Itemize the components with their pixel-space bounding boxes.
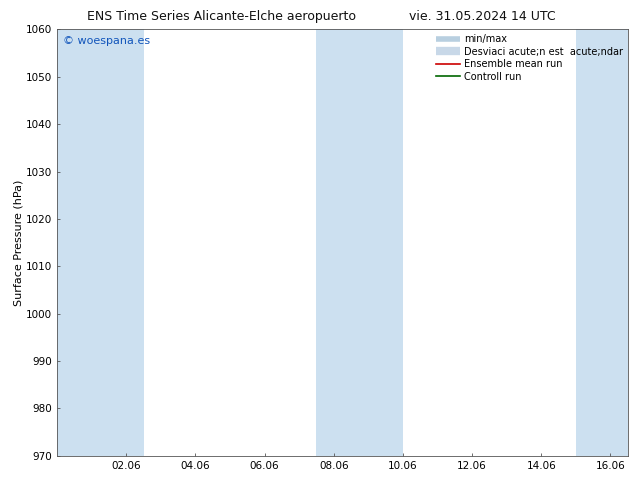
Bar bbox=[316, 29, 403, 456]
Y-axis label: Surface Pressure (hPa): Surface Pressure (hPa) bbox=[13, 179, 23, 306]
Text: ENS Time Series Alicante-Elche aeropuerto: ENS Time Series Alicante-Elche aeropuert… bbox=[87, 10, 356, 23]
Text: vie. 31.05.2024 14 UTC: vie. 31.05.2024 14 UTC bbox=[408, 10, 555, 23]
Bar bbox=[57, 29, 143, 456]
Bar bbox=[576, 29, 628, 456]
Text: © woespana.es: © woespana.es bbox=[63, 36, 150, 46]
Legend: min/max, Desviaci acute;n est  acute;ndar, Ensemble mean run, Controll run: min/max, Desviaci acute;n est acute;ndar… bbox=[432, 31, 626, 84]
